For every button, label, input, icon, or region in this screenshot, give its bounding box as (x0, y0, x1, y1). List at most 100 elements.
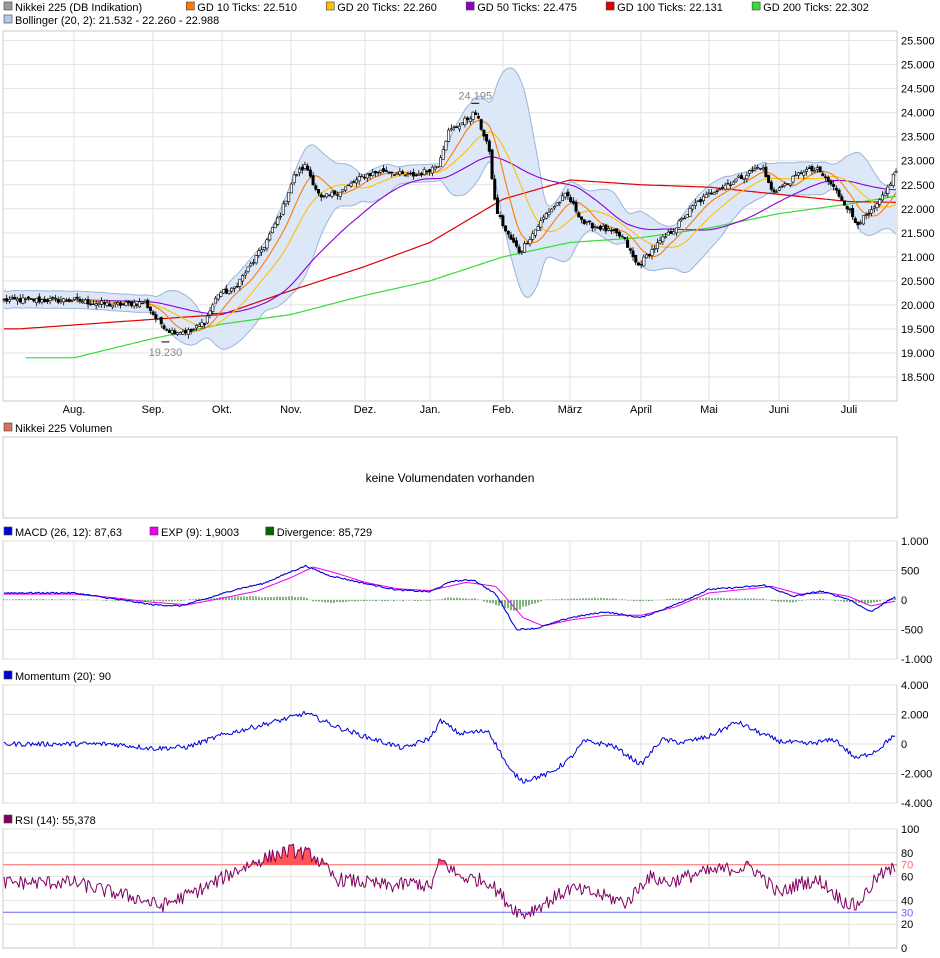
candle-body (720, 186, 724, 189)
momentum-panel: Momentum (20): 90 4.000 2.000 0 -2.000 -4.00… (2, 670, 932, 810)
candle-body (281, 203, 285, 215)
candle-body (308, 169, 312, 177)
legend-swatch (186, 1, 195, 11)
candle-body (555, 202, 559, 206)
candle-body (859, 222, 863, 224)
candle-body (420, 173, 424, 176)
candle-body (176, 332, 180, 335)
candle-body (121, 303, 125, 305)
candle-body (501, 215, 505, 227)
candle-body (840, 196, 844, 201)
legend-swatch (3, 1, 13, 11)
candle-body (504, 225, 508, 232)
candle-body (891, 173, 895, 186)
candle-body (476, 116, 480, 119)
y-tick-label: 21.500 (901, 228, 935, 240)
candle-body (563, 192, 567, 198)
candle-body (216, 294, 220, 300)
y-tick-label: 22.000 (901, 204, 935, 216)
candle-body (853, 218, 857, 223)
gd10-line (3, 119, 897, 333)
candle-body (636, 262, 640, 266)
candle-body (325, 193, 329, 198)
candle-body (186, 329, 190, 335)
candle-body (200, 322, 204, 327)
candle-body (650, 248, 654, 256)
legend-entry: GD 50 Ticks: 22.475 (465, 1, 577, 14)
y-tick-label: 19.500 (901, 324, 935, 336)
candle-body (495, 197, 499, 215)
candle-body (208, 310, 212, 316)
candle-body (72, 297, 76, 300)
candle-body (777, 187, 781, 191)
volume-panel-frame (2, 436, 898, 519)
candle-body (132, 302, 136, 307)
candle-body (620, 235, 624, 238)
y-tick-label: 20.500 (901, 276, 935, 288)
candle-body (428, 169, 432, 173)
candle-body (40, 299, 44, 303)
candle-body (864, 214, 868, 216)
annotation-low-label: 19.230 (149, 347, 183, 359)
candle-body (734, 178, 738, 182)
legend-swatch (265, 526, 275, 536)
candle-body (441, 149, 445, 160)
candle-body (704, 194, 708, 198)
candle-body (197, 324, 201, 327)
candle-body (13, 297, 17, 300)
momentum-line (3, 710, 896, 784)
legend-swatch (751, 1, 761, 11)
x-tick-label: Nov. (280, 404, 302, 416)
candle-body (607, 228, 611, 231)
moving-averages (3, 119, 897, 359)
rsi-line (3, 843, 896, 920)
candle-body (753, 168, 757, 171)
candle-body (702, 196, 706, 201)
candle-body (35, 298, 39, 304)
rsi-line-path (3, 843, 896, 920)
candle-body (409, 172, 413, 175)
candle-body (406, 172, 410, 175)
candle-body (571, 200, 575, 204)
candle-body (466, 117, 470, 120)
candle-body (249, 263, 253, 267)
candle-body (883, 192, 887, 196)
legend-entry: Momentum (20): 90 (3, 670, 111, 683)
candle-body (723, 184, 727, 190)
y-tick-label: 0 (901, 943, 907, 955)
candle-body (593, 226, 597, 228)
candle-body (205, 315, 209, 324)
candle-body (311, 175, 315, 186)
candle-body (97, 303, 101, 306)
candle-body (818, 166, 822, 173)
candle-body (45, 299, 49, 303)
y-tick-label: 19.000 (901, 348, 935, 360)
candle-body (54, 297, 58, 300)
candle-body (739, 175, 743, 180)
candle-body (737, 175, 741, 178)
candle-body (70, 300, 74, 302)
price-y-axis: 18.500 19.000 19.500 20.000 20.500 21.000 21.5… (901, 36, 935, 384)
candle-body (295, 174, 299, 176)
candle-body (273, 223, 277, 228)
candle-body (574, 201, 578, 212)
candle-body (512, 237, 516, 243)
momentum-y-axis: 4.000 2.000 0 -2.000 -4.000 (901, 680, 932, 810)
candle-body (609, 229, 613, 232)
y-tick-label: 25.000 (901, 60, 935, 72)
legend-swatch (149, 526, 159, 536)
candle-body (718, 188, 722, 191)
legend-label: MACD (26, 12): 87,63 (15, 527, 122, 539)
candle-body (51, 297, 55, 299)
candle-body (750, 169, 754, 172)
candle-body (338, 191, 342, 197)
candle-body (411, 171, 415, 177)
legend-entry: Divergence: 85,729 (265, 526, 372, 539)
rsi-overbought-area (746, 861, 748, 865)
y-tick-label: 1.000 (901, 536, 929, 548)
candle-body (417, 174, 421, 176)
candle-body (498, 215, 502, 218)
candle-body (506, 230, 510, 235)
candle-body (788, 183, 792, 186)
